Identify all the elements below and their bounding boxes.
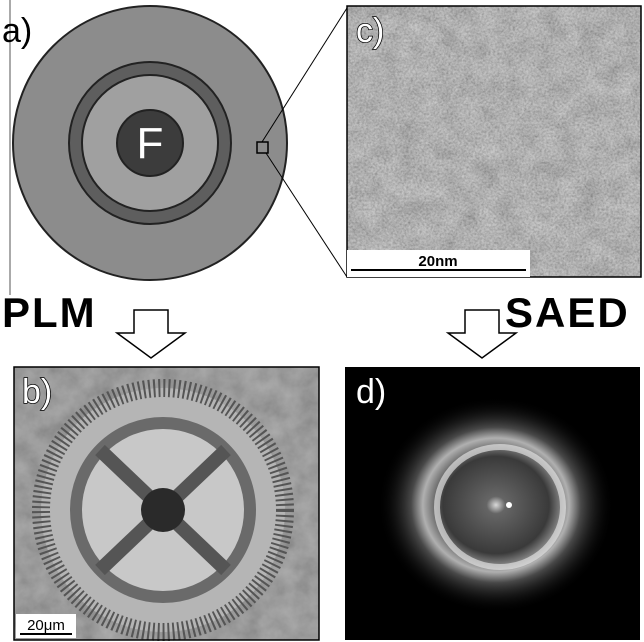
hrtem-texture <box>347 6 641 277</box>
panel-label: c) <box>356 12 384 50</box>
technique-label: PLM <box>2 289 97 336</box>
panel-label: d) <box>356 373 386 411</box>
scale-label: 20nm <box>418 253 457 270</box>
figure: F a) 20nm c) PLM SAED 20μm b) d) <box>0 0 644 642</box>
core-label: F <box>137 119 164 168</box>
zoom-line <box>266 153 347 277</box>
zoom-line <box>262 8 347 142</box>
panel-label: b) <box>22 373 52 411</box>
diffraction-halo <box>378 397 614 613</box>
panel-label: a) <box>2 12 32 50</box>
spherulite-core <box>141 488 185 532</box>
scale-label: 20μm <box>27 617 65 634</box>
central-spot <box>506 502 512 508</box>
technique-label: SAED <box>505 289 630 336</box>
arrow <box>117 310 185 358</box>
